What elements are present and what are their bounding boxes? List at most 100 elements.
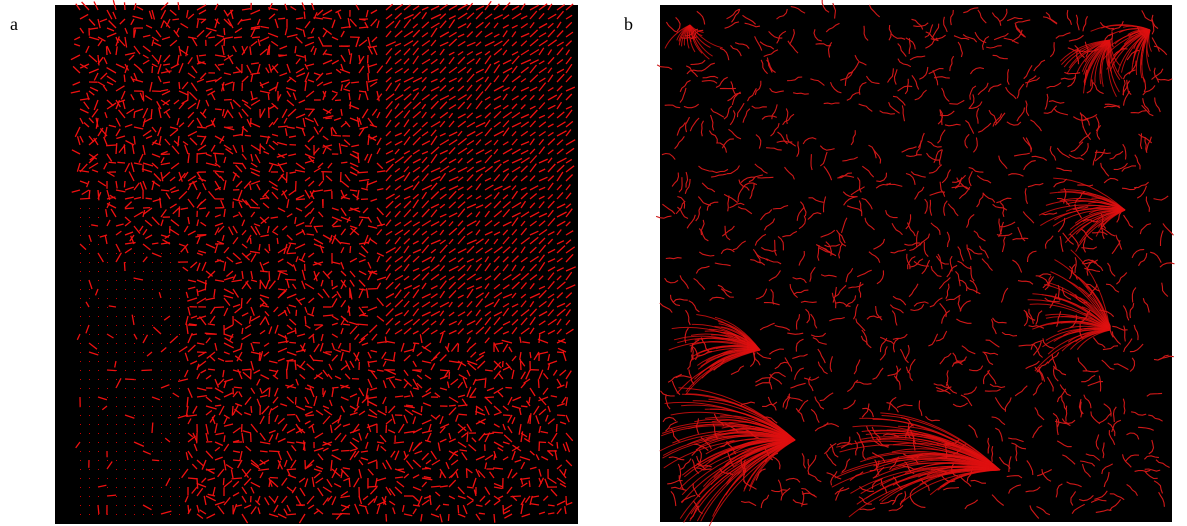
field-arrow [187, 432, 194, 438]
field-arrow [475, 247, 484, 254]
field-arrow [556, 41, 564, 47]
field-arrow [397, 468, 405, 471]
field-dot [98, 343, 99, 344]
field-arrow [552, 369, 558, 376]
field-arrow [430, 264, 440, 272]
field-arrow [291, 283, 297, 290]
field-arrow [104, 111, 108, 119]
field-arrow [340, 180, 350, 188]
field-arrow [394, 468, 406, 474]
field-arrow [142, 334, 149, 344]
field-arrow [142, 180, 147, 190]
field-arrow [223, 459, 227, 471]
field-arrow [214, 244, 219, 254]
field-arrow [430, 182, 438, 191]
field-arrow [229, 333, 234, 341]
field-arrow [556, 58, 564, 65]
field-arrow [430, 176, 441, 182]
field-dot [98, 244, 99, 245]
field-dot [134, 406, 135, 407]
field-dot [116, 415, 117, 416]
field-arrow [412, 267, 420, 272]
field-arrow [288, 76, 297, 83]
field-arrow [106, 333, 114, 339]
field-arrow [286, 450, 293, 461]
field-arrow [370, 349, 378, 353]
field-arrow [403, 154, 413, 164]
field-arrow [512, 444, 522, 452]
field-arrow [565, 302, 572, 308]
field-arrow [279, 45, 288, 50]
field-dot [116, 442, 117, 443]
streamline [1046, 376, 1054, 392]
streamline [834, 284, 847, 298]
field-arrow [270, 40, 279, 47]
field-arrow [322, 405, 330, 410]
streamline [969, 279, 978, 294]
field-arrow [331, 298, 338, 308]
field-arrow [187, 198, 195, 208]
streamline [819, 145, 835, 151]
field-arrow [394, 174, 405, 182]
field-arrow [502, 173, 510, 182]
field-arrow [295, 54, 305, 58]
field-arrow [259, 81, 270, 87]
field-arrow [322, 369, 329, 377]
field-arrow [115, 243, 121, 253]
field-arrow [160, 189, 170, 192]
field-arrow [457, 166, 468, 173]
field-arrow [457, 311, 466, 317]
field-arrow [556, 203, 566, 209]
field-arrow [219, 135, 225, 144]
field-arrow [412, 330, 419, 335]
field-arrow [277, 290, 287, 299]
field-arrow [274, 18, 279, 29]
field-arrow [493, 185, 503, 191]
streamline [664, 277, 679, 284]
streamline [770, 122, 780, 137]
field-arrow [241, 513, 249, 524]
field-arrow [426, 432, 432, 441]
field-arrow [520, 186, 527, 191]
field-arrow [421, 266, 431, 272]
field-arrow [259, 459, 266, 465]
field-arrow [301, 228, 306, 236]
field-arrow [405, 460, 414, 470]
field-dot [152, 487, 153, 488]
field-arrow [439, 172, 447, 182]
field-arrow [151, 396, 161, 401]
field-arrow [361, 187, 369, 191]
streamline [796, 141, 800, 158]
field-dot [179, 496, 180, 497]
field-arrow [234, 408, 243, 416]
field-arrow [561, 396, 567, 404]
field-arrow [412, 29, 421, 38]
field-arrow [448, 66, 458, 74]
field-arrow [421, 103, 427, 110]
field-arrow [286, 504, 291, 512]
field-arrow [331, 387, 335, 398]
field-arrow [79, 27, 85, 34]
field-arrow [201, 477, 207, 484]
field-arrow [109, 194, 117, 200]
field-arrow [180, 22, 189, 29]
field-arrow [504, 513, 513, 519]
field-dot [143, 469, 144, 470]
field-arrow [448, 185, 459, 191]
field-arrow [182, 140, 189, 146]
field-arrow [484, 231, 493, 236]
field-arrow [277, 417, 285, 425]
field-arrow [323, 53, 333, 56]
field-arrow [421, 76, 427, 83]
field-arrow [248, 315, 252, 324]
field-arrow [376, 252, 385, 257]
field-arrow [259, 261, 265, 273]
field-arrow [304, 420, 311, 425]
field-arrow [484, 82, 492, 92]
field-arrow [340, 63, 344, 71]
field-arrow [322, 59, 333, 65]
field-arrow [310, 27, 315, 34]
field-arrow [223, 324, 234, 331]
field-arrow [241, 125, 245, 137]
field-arrow [178, 48, 189, 56]
